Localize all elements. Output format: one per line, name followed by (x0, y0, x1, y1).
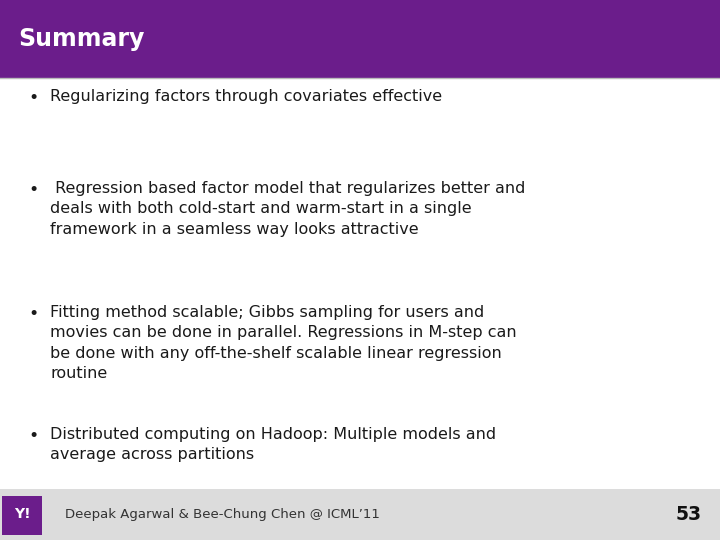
Text: Summary: Summary (18, 27, 145, 51)
Text: Distributed computing on Hadoop: Multiple models and
average across partitions: Distributed computing on Hadoop: Multipl… (50, 427, 497, 462)
Text: Fitting method scalable; Gibbs sampling for users and
movies can be done in para: Fitting method scalable; Gibbs sampling … (50, 305, 517, 381)
FancyBboxPatch shape (0, 0, 720, 78)
Text: Regression based factor model that regularizes better and
deals with both cold-s: Regression based factor model that regul… (50, 181, 526, 237)
Text: Regularizing factors through covariates effective: Regularizing factors through covariates … (50, 89, 443, 104)
Text: Y!: Y! (14, 508, 30, 522)
Text: •: • (29, 427, 39, 444)
FancyBboxPatch shape (0, 489, 720, 540)
FancyBboxPatch shape (0, 494, 44, 537)
Text: •: • (29, 89, 39, 107)
Text: •: • (29, 305, 39, 323)
Text: •: • (29, 181, 39, 199)
Text: 53: 53 (676, 505, 702, 524)
Text: Deepak Agarwal & Bee-Chung Chen @ ICML’11: Deepak Agarwal & Bee-Chung Chen @ ICML’1… (65, 508, 379, 521)
